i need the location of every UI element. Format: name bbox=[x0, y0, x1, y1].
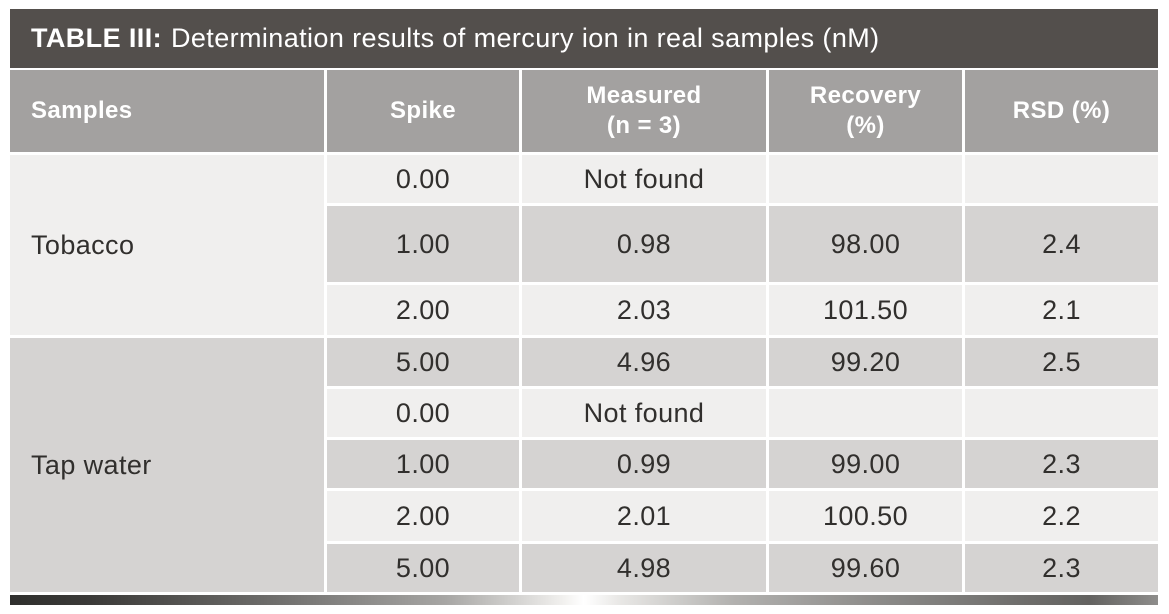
table-bottom-shadow bbox=[10, 595, 1158, 605]
column-header-sublabel: (%) bbox=[846, 112, 885, 139]
table-number-label: TABLE III: bbox=[31, 23, 162, 53]
cell-recovery bbox=[769, 155, 962, 203]
column-header-recovery: Recovery (%) bbox=[769, 70, 962, 152]
cell-recovery: 98.00 bbox=[769, 206, 962, 282]
cell-spike: 2.00 bbox=[327, 285, 519, 335]
table-grid: Samples Spike Measured (n = 3) Recovery … bbox=[10, 70, 1158, 592]
cell-measured: 4.98 bbox=[522, 544, 766, 592]
cell-measured: Not found bbox=[522, 389, 766, 437]
column-header-measured: Measured (n = 3) bbox=[522, 70, 766, 152]
cell-recovery: 101.50 bbox=[769, 285, 962, 335]
cell-measured: 0.98 bbox=[522, 206, 766, 282]
column-header-label: Recovery bbox=[809, 82, 922, 109]
column-header-spike: Spike bbox=[327, 70, 519, 152]
cell-rsd: 2.3 bbox=[965, 544, 1158, 592]
cell-spike: 5.00 bbox=[327, 544, 519, 592]
cell-rsd: 2.4 bbox=[965, 206, 1158, 282]
column-header-label: Samples bbox=[31, 97, 133, 124]
column-header-label: Spike bbox=[389, 97, 457, 124]
cell-spike: 2.00 bbox=[327, 491, 519, 541]
cell-rsd: 2.2 bbox=[965, 491, 1158, 541]
cell-measured: Not found bbox=[522, 155, 766, 203]
cell-measured: 2.01 bbox=[522, 491, 766, 541]
cell-spike: 5.00 bbox=[327, 338, 519, 386]
table-title-bar: TABLE III: Determination results of merc… bbox=[10, 9, 1158, 68]
cell-rsd bbox=[965, 389, 1158, 437]
cell-measured: 2.03 bbox=[522, 285, 766, 335]
cell-rsd: 2.5 bbox=[965, 338, 1158, 386]
cell-measured: 4.96 bbox=[522, 338, 766, 386]
cell-spike: 1.00 bbox=[327, 206, 519, 282]
column-header-label: Measured bbox=[586, 82, 702, 109]
column-header-sublabel: (n = 3) bbox=[606, 112, 682, 139]
cell-spike: 0.00 bbox=[327, 389, 519, 437]
table-title-text: Determination results of mercury ion in … bbox=[170, 23, 880, 53]
sample-cell-tap-water: Tap water bbox=[10, 338, 324, 592]
cell-spike: 0.00 bbox=[327, 155, 519, 203]
column-header-samples: Samples bbox=[10, 70, 324, 152]
cell-rsd: 2.3 bbox=[965, 440, 1158, 488]
results-table: TABLE III: Determination results of merc… bbox=[10, 9, 1158, 605]
cell-recovery: 99.60 bbox=[769, 544, 962, 592]
cell-rsd: 2.1 bbox=[965, 285, 1158, 335]
cell-recovery: 100.50 bbox=[769, 491, 962, 541]
cell-rsd bbox=[965, 155, 1158, 203]
column-header-label: RSD (%) bbox=[1012, 97, 1111, 124]
cell-recovery bbox=[769, 389, 962, 437]
cell-recovery: 99.00 bbox=[769, 440, 962, 488]
sample-cell-tobacco: Tobacco bbox=[10, 155, 324, 335]
cell-spike: 1.00 bbox=[327, 440, 519, 488]
cell-recovery: 99.20 bbox=[769, 338, 962, 386]
column-header-rsd: RSD (%) bbox=[965, 70, 1158, 152]
cell-measured: 0.99 bbox=[522, 440, 766, 488]
